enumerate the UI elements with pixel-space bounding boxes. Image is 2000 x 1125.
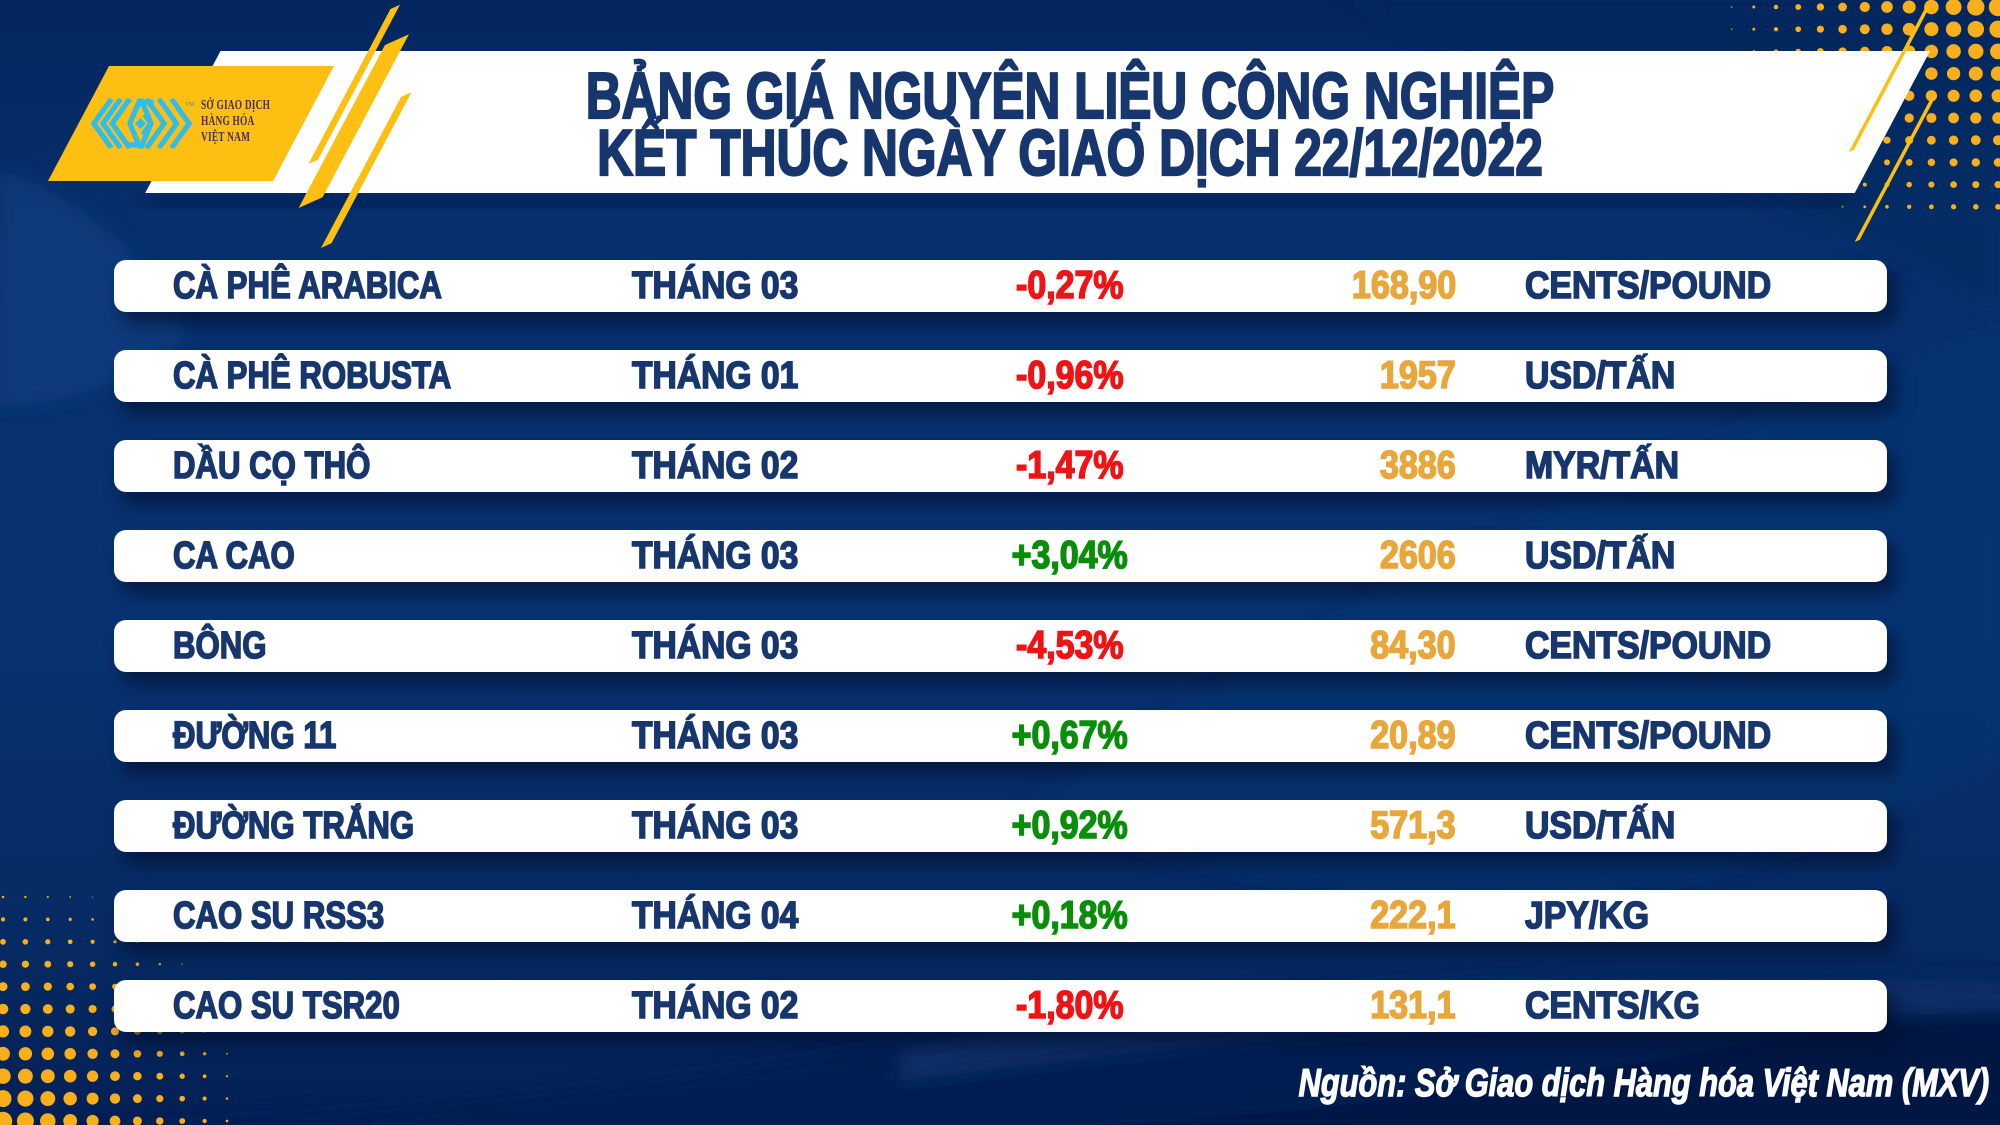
svg-text:TM: TM	[185, 101, 195, 108]
